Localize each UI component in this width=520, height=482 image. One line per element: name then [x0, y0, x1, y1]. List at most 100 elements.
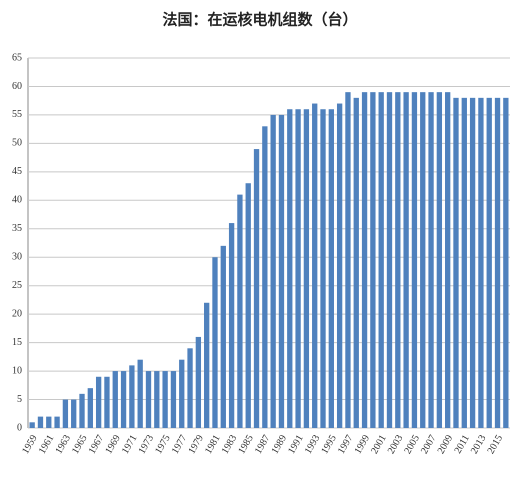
bar: [361, 92, 368, 429]
bar: [503, 97, 509, 428]
y-tick-label: 40: [12, 195, 22, 206]
x-tick-label: 1969: [103, 433, 123, 456]
bar: [187, 348, 193, 428]
bar: [411, 92, 418, 429]
y-tick-label: 55: [12, 109, 22, 120]
x-tick-label: 2011: [453, 433, 472, 456]
bar: [228, 223, 235, 428]
bar: [170, 371, 177, 428]
x-tick-label: 1983: [220, 433, 240, 456]
bar: [428, 92, 434, 429]
bar: [253, 149, 260, 429]
x-tick-label: 1959: [20, 433, 40, 456]
x-tick-label: 1973: [137, 433, 157, 456]
y-tick-label: 30: [12, 252, 22, 263]
bar: [162, 371, 168, 428]
bar: [270, 114, 276, 428]
bar: [46, 416, 52, 428]
x-tick-label: 2013: [469, 433, 489, 456]
x-tick-label: 1995: [319, 433, 339, 456]
bar: [29, 422, 35, 428]
bar: [453, 97, 459, 428]
bar: [436, 92, 443, 429]
bar: [145, 371, 152, 428]
bar: [245, 183, 251, 428]
x-tick-label: 1987: [253, 433, 273, 456]
bar: [420, 92, 426, 429]
x-tick-label: 1963: [53, 433, 73, 456]
x-tick-label: 1997: [336, 433, 356, 456]
bar: [336, 103, 343, 429]
y-tick-label: 5: [17, 394, 22, 405]
x-tick-label: 2015: [486, 433, 506, 456]
x-tick-label: 1993: [303, 433, 323, 456]
bar: [104, 376, 110, 428]
bar: [212, 257, 218, 428]
bar: [95, 376, 102, 428]
bar: [220, 245, 226, 428]
x-tick-label: 1975: [153, 433, 173, 456]
y-tick-label: 60: [12, 81, 22, 92]
bar: [278, 114, 285, 428]
bar: [71, 399, 77, 428]
bar: [79, 393, 85, 428]
y-tick-label: 65: [12, 52, 22, 63]
bar: [137, 359, 143, 428]
bar: [54, 416, 60, 428]
x-tick-label: 2009: [436, 433, 456, 456]
bar: [262, 126, 268, 429]
x-tick-label: 1971: [120, 433, 140, 456]
bar: [295, 109, 301, 428]
y-tick-label: 25: [12, 280, 22, 291]
bar: [486, 97, 492, 428]
bar: [112, 371, 118, 428]
bar: [237, 194, 243, 428]
bar: [353, 97, 359, 428]
x-tick-label: 2003: [386, 433, 406, 456]
bar: [386, 92, 393, 429]
bar: [62, 399, 69, 428]
x-tick-label: 1981: [203, 433, 223, 456]
y-tick-label: 35: [12, 223, 22, 234]
bar: [204, 302, 210, 428]
x-tick-label: 1989: [270, 433, 290, 456]
y-tick-label: 45: [12, 166, 22, 177]
bar: [303, 109, 310, 428]
bar: [469, 97, 476, 428]
bar: [403, 92, 409, 429]
bar: [478, 97, 484, 428]
bar: [461, 97, 467, 428]
y-tick-label: 20: [12, 308, 22, 319]
bar: [320, 109, 326, 428]
bar: [312, 103, 318, 429]
bar: [378, 92, 384, 429]
x-tick-label: 1991: [286, 433, 306, 456]
bar: [87, 388, 93, 428]
bar: [328, 109, 334, 428]
bar: [120, 371, 127, 428]
y-tick-label: 50: [12, 138, 22, 149]
bar: [154, 371, 160, 428]
x-tick-label: 1967: [87, 433, 107, 456]
x-tick-label: 1979: [186, 433, 206, 456]
bar: [37, 416, 44, 428]
x-tick-label: 2001: [369, 433, 389, 456]
x-tick-label: 2005: [402, 433, 422, 456]
x-tick-label: 2007: [419, 433, 439, 456]
bar: [395, 92, 401, 429]
x-tick-label: 1985: [236, 433, 256, 456]
bar: [287, 109, 293, 428]
bar: [179, 359, 185, 428]
bar: [445, 92, 451, 429]
y-tick-label: 15: [12, 337, 22, 348]
bar: [494, 97, 501, 428]
bar: [129, 365, 135, 428]
x-tick-label: 1999: [353, 433, 373, 456]
bar: [345, 92, 351, 429]
x-tick-label: 1965: [70, 433, 90, 456]
y-tick-label: 0: [17, 422, 22, 433]
bar: [370, 92, 376, 429]
x-tick-label: 1977: [170, 433, 190, 456]
chart-title: 法国：在运核电机组数（台）: [162, 11, 357, 29]
bar: [195, 336, 202, 428]
